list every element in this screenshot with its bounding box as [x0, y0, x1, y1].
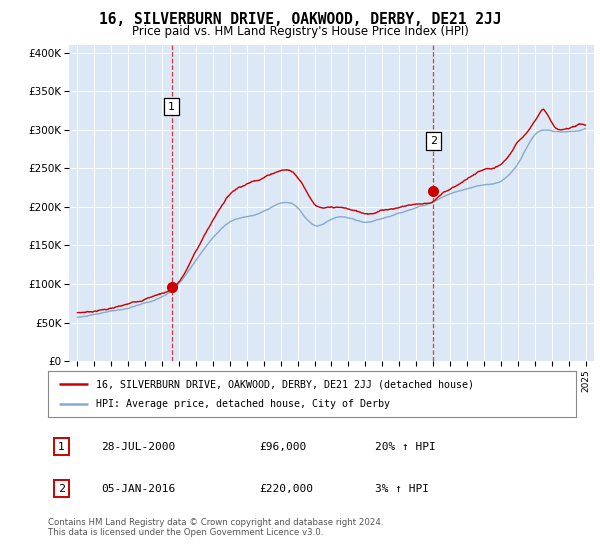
Text: Contains HM Land Registry data © Crown copyright and database right 2024.
This d: Contains HM Land Registry data © Crown c…	[48, 518, 383, 538]
Text: 1: 1	[168, 101, 175, 111]
Text: Price paid vs. HM Land Registry's House Price Index (HPI): Price paid vs. HM Land Registry's House …	[131, 25, 469, 38]
Text: £96,000: £96,000	[259, 442, 307, 451]
Text: 2: 2	[58, 484, 65, 493]
Text: 1: 1	[58, 442, 65, 451]
Text: HPI: Average price, detached house, City of Derby: HPI: Average price, detached house, City…	[95, 399, 389, 409]
Text: 2: 2	[430, 136, 437, 146]
Text: 20% ↑ HPI: 20% ↑ HPI	[376, 442, 436, 451]
Text: 16, SILVERBURN DRIVE, OAKWOOD, DERBY, DE21 2JJ: 16, SILVERBURN DRIVE, OAKWOOD, DERBY, DE…	[99, 12, 501, 27]
Text: 16, SILVERBURN DRIVE, OAKWOOD, DERBY, DE21 2JJ (detached house): 16, SILVERBURN DRIVE, OAKWOOD, DERBY, DE…	[95, 379, 473, 389]
Text: £220,000: £220,000	[259, 484, 313, 493]
Text: 05-JAN-2016: 05-JAN-2016	[101, 484, 175, 493]
Text: 3% ↑ HPI: 3% ↑ HPI	[376, 484, 430, 493]
Text: 28-JUL-2000: 28-JUL-2000	[101, 442, 175, 451]
